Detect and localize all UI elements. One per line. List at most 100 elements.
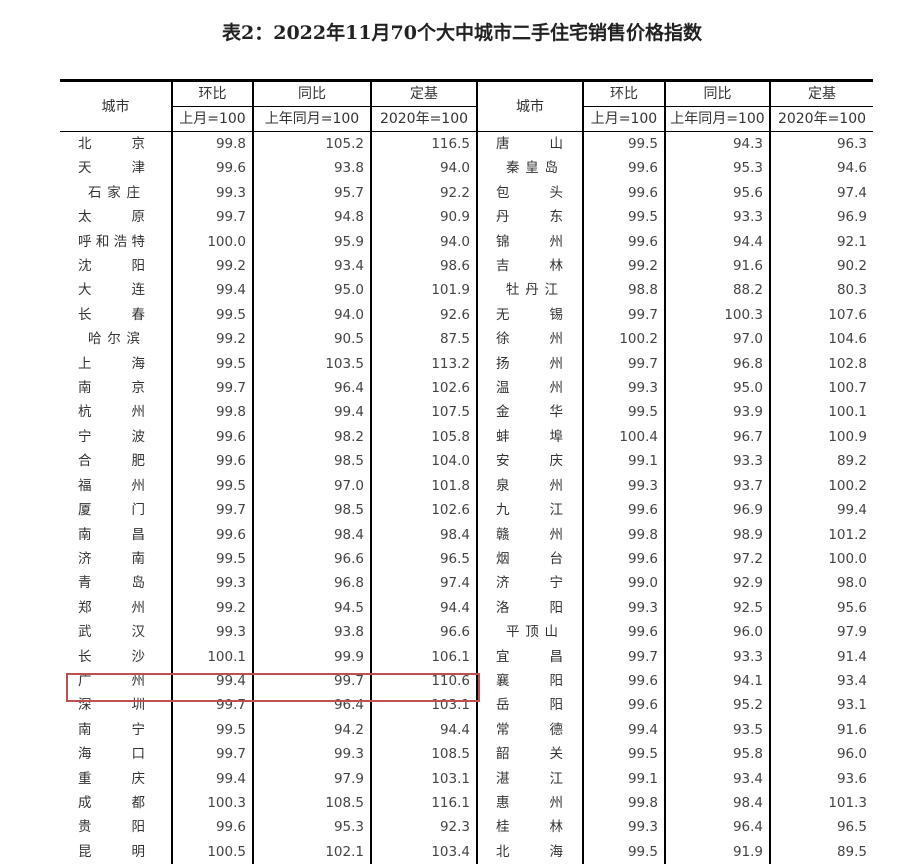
yoy-value: 98.5 [253,449,371,473]
yoy-value: 102.1 [253,840,371,864]
yoy-value: 98.4 [665,791,770,815]
city-cell: 韶关 [477,742,583,766]
base-value: 80.3 [770,278,873,302]
yoy-value: 93.3 [665,205,770,229]
city-cell: 南京 [60,376,172,400]
mom-value: 99.7 [583,645,665,669]
city-name: 赣州 [496,523,563,547]
base-value: 102.6 [371,498,477,522]
city-cell: 海口 [60,742,172,766]
city-name: 大连 [78,278,145,302]
mom-value: 99.6 [583,230,665,254]
yoy-value: 93.9 [665,400,770,424]
mom-value: 99.7 [172,205,253,229]
city-name: 洛阳 [496,596,563,620]
base-value: 104.0 [371,449,477,473]
mom-value: 99.6 [172,449,253,473]
mom-value: 99.7 [583,352,665,376]
city-name: 青岛 [78,571,145,595]
city-name: 无锡 [496,303,563,327]
base-value: 108.5 [371,742,477,766]
city-name: 常德 [496,718,563,742]
base-value: 101.9 [371,278,477,302]
city-name: 金华 [496,400,563,424]
city-cell: 扬州 [477,352,583,376]
base-value: 110.6 [371,669,477,693]
yoy-value: 94.4 [665,230,770,254]
city-cell: 贵阳 [60,815,172,839]
base-value: 95.6 [770,596,873,620]
yoy-value: 97.0 [253,474,371,498]
base-value: 96.6 [371,620,477,644]
city-cell: 温州 [477,376,583,400]
yoy-value: 95.3 [665,156,770,180]
city-name: 惠州 [496,791,563,815]
yoy-value: 99.4 [253,400,371,424]
mom-value: 99.2 [583,254,665,278]
base-value: 94.0 [371,156,477,180]
base-value: 96.0 [770,742,873,766]
city-name: 深圳 [78,693,145,717]
header-base-sub: 2020年=100 [770,107,873,132]
base-value: 100.0 [770,547,873,571]
yoy-value: 96.0 [665,620,770,644]
city-cell: 襄阳 [477,669,583,693]
city-cell: 天津 [60,156,172,180]
city-cell: 南昌 [60,523,172,547]
city-cell: 深圳 [60,693,172,717]
base-value: 92.2 [371,181,477,205]
mom-value: 99.6 [172,523,253,547]
yoy-value: 94.8 [253,205,371,229]
city-cell: 太原 [60,205,172,229]
header-city: 城市 [60,81,172,132]
city-name: 贵阳 [78,815,145,839]
city-name: 徐州 [496,327,563,351]
city-cell: 厦门 [60,498,172,522]
mom-value: 99.5 [583,840,665,864]
base-value: 92.6 [371,303,477,327]
mom-value: 99.3 [583,474,665,498]
base-value: 116.1 [371,791,477,815]
yoy-value: 93.4 [253,254,371,278]
city-cell: 宜昌 [477,645,583,669]
city-cell: 大连 [60,278,172,302]
city-cell: 宁波 [60,425,172,449]
city-name: 长春 [78,303,145,327]
city-cell: 北海 [477,840,583,864]
base-value: 98.6 [371,254,477,278]
mom-value: 100.0 [172,230,253,254]
mom-value: 99.1 [583,767,665,791]
city-name: 济南 [78,547,145,571]
mom-value: 99.3 [583,376,665,400]
city-name: 锦州 [496,230,563,254]
city-name: 宁波 [78,425,145,449]
header-row-2: 上月=100 上年同月=100 2020年=100 上月=100 上年同月=10… [60,107,873,132]
yoy-value: 96.4 [253,693,371,717]
city-cell: 武汉 [60,620,172,644]
base-value: 90.9 [371,205,477,229]
city-cell: 烟台 [477,547,583,571]
base-value: 91.4 [770,645,873,669]
base-value: 101.8 [371,474,477,498]
city-cell: 呼和浩特 [60,230,172,254]
city-name: 成都 [78,791,145,815]
mom-value: 99.8 [172,132,253,157]
mom-value: 99.6 [583,547,665,571]
base-value: 97.9 [770,620,873,644]
mom-value: 99.5 [583,742,665,766]
city-name: 合肥 [78,449,145,473]
header-row-1: 城市 环比 同比 定基 城市 环比 同比 定基 [60,81,873,107]
base-value: 100.9 [770,425,873,449]
yoy-value: 96.9 [665,498,770,522]
mom-value: 99.8 [583,523,665,547]
table-title: 表2：2022年11月70个大中城市二手住宅销售价格指数 [0,18,924,45]
mom-value: 99.5 [583,132,665,157]
city-cell: 桂林 [477,815,583,839]
